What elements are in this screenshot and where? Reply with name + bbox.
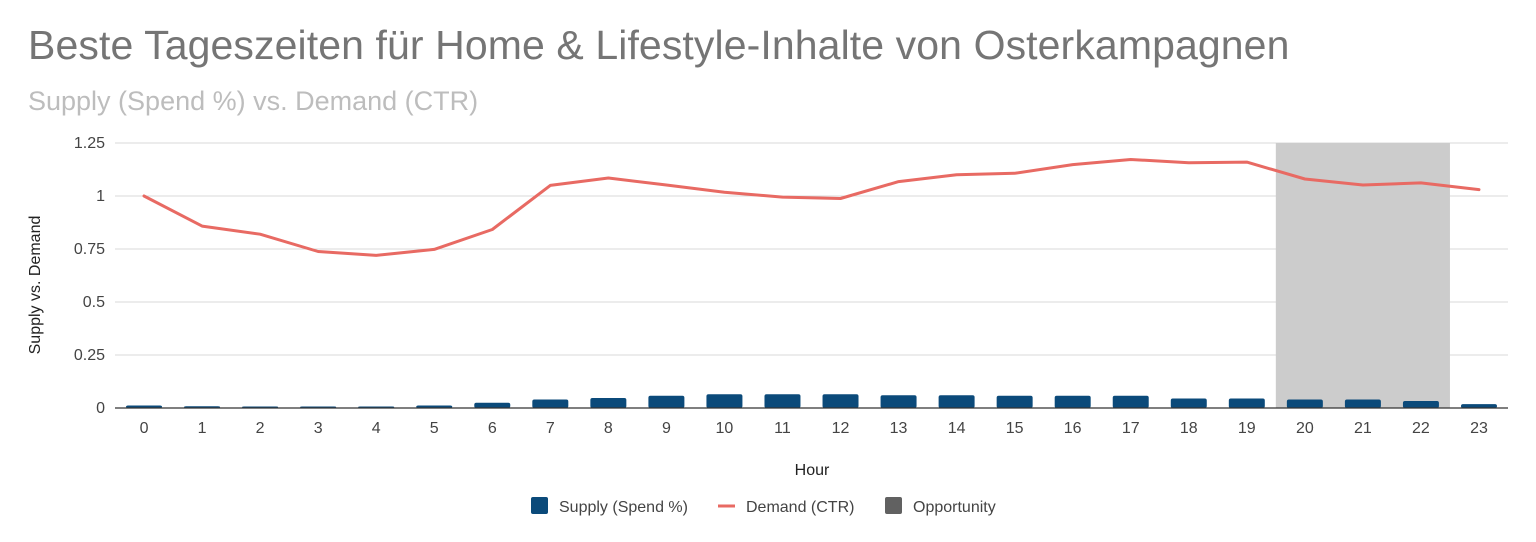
x-tick-label: 12 — [832, 420, 850, 437]
y-tick-label: 1 — [96, 188, 105, 205]
legend-label: Supply (Spend %) — [559, 499, 688, 516]
x-tick-label: 2 — [256, 420, 265, 437]
supply-bar — [1170, 398, 1207, 408]
x-tick-label: 4 — [372, 420, 381, 437]
x-tick-label: 8 — [604, 420, 613, 437]
legend: Supply (Spend %) Demand (CTR) Opportunity — [531, 497, 996, 516]
legend-label: Opportunity — [913, 499, 996, 516]
supply-bar — [706, 394, 743, 408]
legend-swatch — [885, 497, 902, 514]
y-tick-label: 1.25 — [74, 135, 105, 152]
x-tick-label: 18 — [1180, 420, 1198, 437]
x-tick-label: 17 — [1122, 420, 1140, 437]
opportunity-band-group — [1275, 143, 1450, 408]
x-tick-label: 19 — [1238, 420, 1256, 437]
supply-bar — [1112, 395, 1149, 408]
supply-bar — [1228, 398, 1265, 408]
supply-bar — [1460, 404, 1497, 408]
supply-bar — [764, 394, 801, 408]
x-tick-label: 9 — [662, 420, 671, 437]
opportunity-band — [1275, 143, 1450, 408]
y-tick-label: 0 — [96, 400, 105, 417]
x-tick-label: 20 — [1296, 420, 1314, 437]
chart-title: Beste Tageszeiten für Home & Lifestyle-I… — [28, 22, 1290, 68]
x-tick-label: 6 — [488, 420, 497, 437]
x-tick-label: 1 — [198, 420, 207, 437]
supply-bar — [822, 394, 859, 408]
x-tick-label: 7 — [546, 420, 555, 437]
x-tick-label: 23 — [1470, 420, 1488, 437]
x-tick-label: 14 — [948, 420, 966, 437]
y-tick-label: 0.5 — [83, 294, 105, 311]
x-tick-label: 5 — [430, 420, 439, 437]
x-tick-label: 13 — [890, 420, 908, 437]
supply-bar — [938, 395, 975, 408]
supply-bar — [1344, 399, 1381, 408]
supply-bar — [1054, 395, 1091, 408]
x-axis-label: Hour — [795, 462, 830, 479]
y-tick-label: 0.75 — [74, 241, 105, 258]
x-tick-label: 21 — [1354, 420, 1372, 437]
legend-swatch — [531, 497, 548, 514]
y-tick-labels: 0 0.25 0.5 0.75 1 1.25 — [74, 135, 105, 417]
supply-bar — [880, 395, 917, 408]
demand-line-group — [142, 158, 1481, 257]
demand-line — [142, 158, 1481, 257]
x-tick-label: 22 — [1412, 420, 1430, 437]
supply-bar — [532, 399, 569, 408]
supply-bar — [1402, 401, 1439, 408]
x-tick-label: 16 — [1064, 420, 1082, 437]
legend-label: Demand (CTR) — [746, 499, 854, 516]
x-tick-labels: 0 1 2 3 4 5 6 7 8 9 10 11 12 13 14 15 16 17 18 19 20 21 22 23 — [140, 420, 1488, 437]
x-tick-label: 0 — [140, 420, 149, 437]
supply-bars — [126, 394, 1497, 408]
x-tick-label: 11 — [774, 420, 791, 437]
x-tick-label: 15 — [1006, 420, 1024, 437]
y-axis-label: Supply vs. Demand — [27, 216, 44, 355]
x-tick-label: 3 — [314, 420, 323, 437]
supply-bar — [996, 395, 1033, 408]
chart-subtitle: Supply (Spend %) vs. Demand (CTR) — [28, 86, 479, 116]
supply-bar — [648, 395, 685, 408]
supply-bar — [474, 402, 511, 408]
supply-bar — [590, 398, 627, 408]
supply-bar — [1286, 399, 1323, 408]
y-tick-label: 0.25 — [74, 347, 105, 364]
x-tick-label: 10 — [716, 420, 734, 437]
